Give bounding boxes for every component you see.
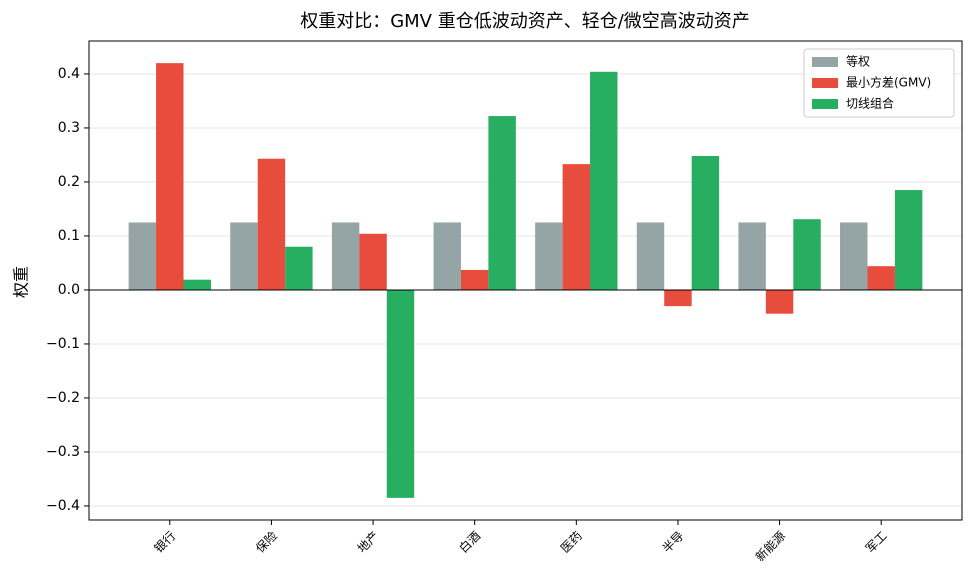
y-tick-label: 0.1 bbox=[58, 228, 80, 244]
bar bbox=[590, 71, 618, 290]
y-tick-label: 0.4 bbox=[58, 66, 80, 82]
legend-label: 等权 bbox=[846, 55, 870, 69]
bar bbox=[230, 222, 258, 290]
legend-swatch bbox=[812, 99, 838, 109]
y-tick-label: −0.3 bbox=[46, 444, 80, 460]
bar bbox=[793, 219, 821, 290]
y-tick-label: −0.4 bbox=[46, 498, 80, 514]
bar bbox=[765, 289, 794, 314]
bar bbox=[460, 269, 489, 290]
y-tick-label: 0.2 bbox=[58, 174, 80, 190]
bar bbox=[691, 156, 720, 290]
bar bbox=[433, 222, 461, 290]
bar bbox=[840, 222, 868, 290]
chart-title: 权重对比：GMV 重仓低波动资产、轻仓/微空高波动资产 bbox=[300, 11, 750, 32]
plot-frame bbox=[88, 40, 963, 521]
legend-box bbox=[803, 48, 955, 118]
y-axis-label: 权重 bbox=[12, 266, 31, 298]
legend-swatch bbox=[812, 78, 838, 88]
bar bbox=[386, 289, 415, 498]
bar bbox=[488, 116, 516, 290]
bar bbox=[331, 222, 360, 290]
bar bbox=[156, 63, 184, 290]
y-tick-label: 0.0 bbox=[58, 282, 80, 298]
bar bbox=[894, 190, 923, 290]
bar bbox=[183, 279, 211, 290]
bar bbox=[562, 164, 591, 290]
y-tick-label: −0.1 bbox=[46, 336, 80, 352]
bar bbox=[257, 158, 286, 290]
bar bbox=[664, 289, 692, 307]
y-tick-label: −0.2 bbox=[46, 390, 80, 406]
plot-area: −0.4−0.3−0.2−0.10.00.10.20.30.4银行 保险 地产 白酒医… bbox=[46, 63, 962, 564]
bar bbox=[535, 222, 563, 290]
legend-label: 最小方差(GMV) bbox=[846, 75, 931, 90]
bar bbox=[867, 266, 895, 290]
bar bbox=[636, 222, 665, 290]
bar bbox=[738, 222, 766, 290]
y-tick-label: 0.3 bbox=[58, 120, 80, 136]
bar bbox=[128, 222, 157, 290]
bar bbox=[359, 233, 387, 290]
legend-label: 切线组合 bbox=[846, 96, 894, 111]
legend-swatch bbox=[812, 57, 838, 67]
bar bbox=[285, 246, 313, 290]
